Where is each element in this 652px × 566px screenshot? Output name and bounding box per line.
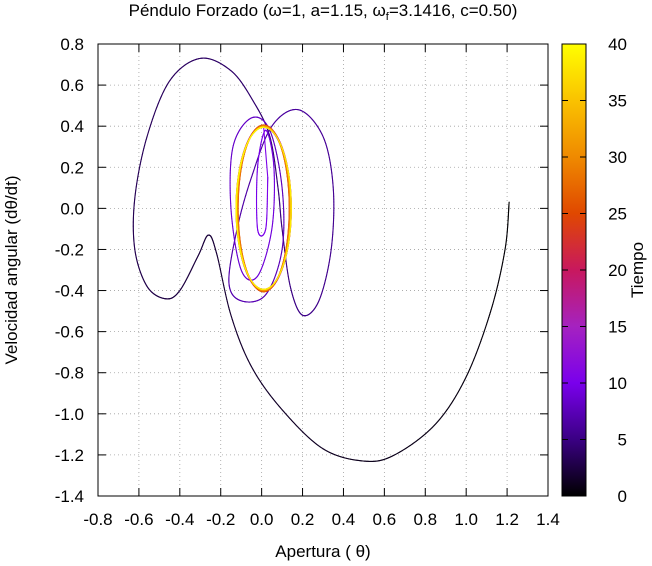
colorbar-tick-label: 0 <box>618 487 627 506</box>
plot-frame <box>97 43 549 497</box>
y-axis-ticks: -1.4 -1.2 -1.0 -0.8 -0.6 -0.4 -0.2 0.0 0.2 0.4 0.6… <box>55 35 548 506</box>
colorbar-tick-label: 40 <box>608 35 627 54</box>
y-tick-label: 0.8 <box>60 35 84 54</box>
x-tick-label: 0.2 <box>291 510 315 529</box>
colorbar-label: Tiempo <box>628 242 647 298</box>
x-tick-label: 0.4 <box>332 510 356 529</box>
chart-title: Péndulo Forzado (ω=1, a=1.15, ωf=3.1416,… <box>129 1 518 23</box>
trajectory-segment <box>263 126 269 179</box>
colorbar-tick-label: 10 <box>608 374 627 393</box>
colorbar-tick-label: 35 <box>608 92 627 111</box>
x-tick-label: 0.6 <box>373 510 397 529</box>
colorbar-tick-label: 30 <box>608 148 627 167</box>
y-tick-label: -0.4 <box>55 282 84 301</box>
y-tick-label: -1.2 <box>55 446 84 465</box>
x-axis-ticks: -0.8 -0.6 -0.4 -0.2 0.0 0.2 0.4 0.6 0.8 1.0 1.2 1.4 <box>83 44 560 529</box>
x-tick-label: -0.2 <box>206 510 235 529</box>
grid <box>98 44 548 496</box>
x-tick-label: 1.0 <box>454 510 478 529</box>
y-axis-label: Velocidad angular (dθ/dt) <box>2 175 21 364</box>
y-tick-label: 0.0 <box>60 199 84 218</box>
x-tick-label: -0.6 <box>124 510 153 529</box>
y-tick-label: -1.0 <box>55 405 84 424</box>
colorbar-tick-label: 20 <box>608 261 627 280</box>
y-tick-label: -1.4 <box>55 487 84 506</box>
y-tick-label: 0.6 <box>60 76 84 95</box>
x-tick-label: -0.8 <box>83 510 112 529</box>
x-tick-label: 1.4 <box>536 510 560 529</box>
x-tick-label: 0.0 <box>250 510 274 529</box>
colorbar-tick-label: 25 <box>608 205 627 224</box>
colorbar-tick-label: 15 <box>608 318 627 337</box>
x-tick-label: 0.8 <box>413 510 437 529</box>
x-tick-label: -0.4 <box>165 510 194 529</box>
y-tick-label: -0.2 <box>55 240 84 259</box>
colorbar-ticks: 0 5 10 15 20 25 30 35 40 <box>562 35 627 506</box>
y-tick-label: 0.2 <box>60 158 84 177</box>
y-tick-label: 0.4 <box>60 117 84 136</box>
trajectory <box>132 57 510 462</box>
colorbar-tick-label: 5 <box>618 431 627 450</box>
y-tick-label: -0.6 <box>55 323 84 342</box>
x-axis-label: Apertura ( θ) <box>275 542 370 561</box>
y-tick-label: -0.8 <box>55 364 84 383</box>
x-tick-label: 1.2 <box>495 510 519 529</box>
